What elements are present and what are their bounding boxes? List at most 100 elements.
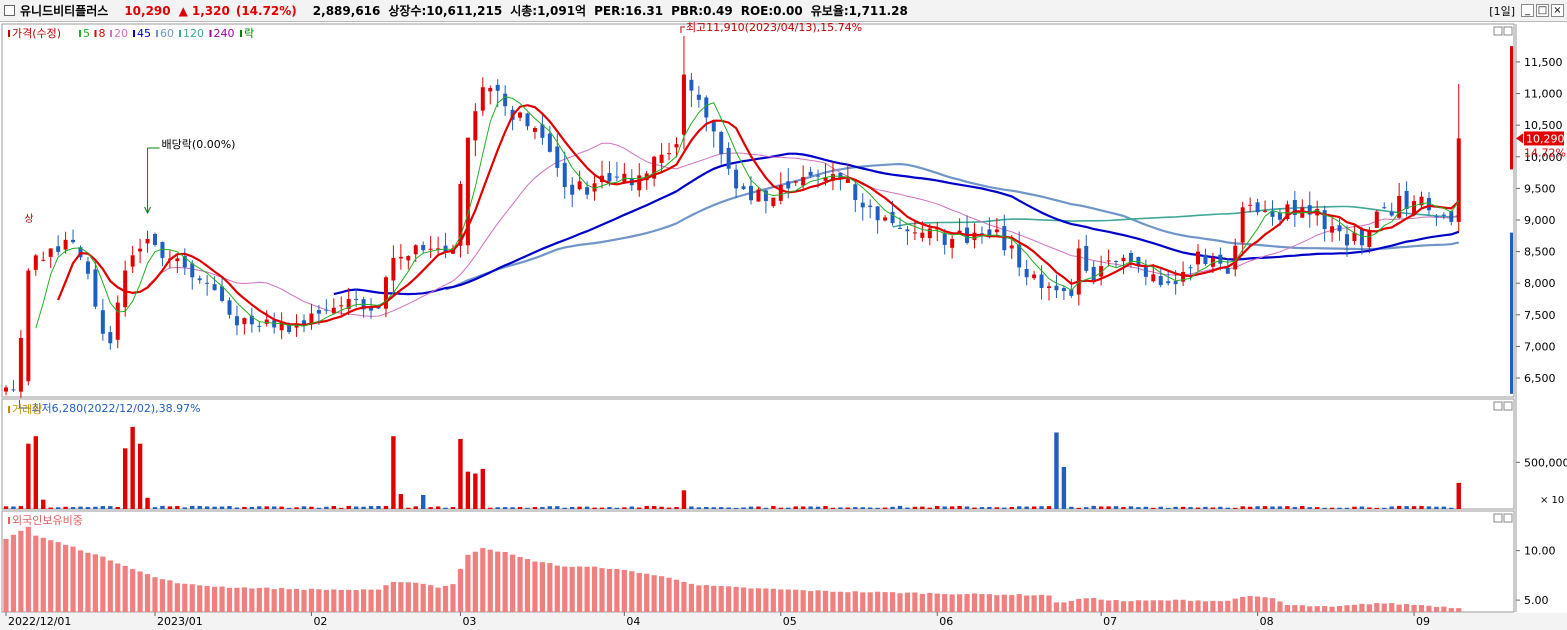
foreign-bar <box>167 580 173 612</box>
candle-body <box>547 133 552 152</box>
reserve-ratio: 유보율:1,711.28 <box>810 4 908 18</box>
period-selector[interactable]: [1일] <box>1489 4 1515 18</box>
foreign-bar <box>1053 602 1060 612</box>
foreign-bar <box>457 568 464 612</box>
price-panel-restore-button <box>1493 26 1503 36</box>
volume-bar <box>361 506 366 509</box>
candle-body <box>1382 207 1387 209</box>
volume-bar <box>942 506 947 509</box>
volume-bar <box>592 507 597 509</box>
dividend-marker <box>144 147 160 215</box>
volume-bar <box>137 443 143 509</box>
volume-bar <box>741 507 746 509</box>
volume-bar <box>882 507 888 509</box>
volume-bar <box>93 506 98 509</box>
foreign-tick-label: 5.00 <box>1524 594 1549 607</box>
volume-bar <box>540 507 545 509</box>
candle-body <box>1166 281 1171 284</box>
select-checkbox[interactable] <box>4 5 15 16</box>
foreign-bar <box>18 530 24 612</box>
restore-button[interactable]: □ <box>1536 4 1549 17</box>
candle-body <box>808 171 813 176</box>
volume-bar <box>301 506 307 509</box>
foreign-bar <box>1322 606 1328 612</box>
foreign-bar <box>919 593 925 612</box>
foreign-bar <box>539 562 545 612</box>
legend-item: 60 <box>160 27 174 40</box>
stock-name[interactable]: 유니드비티플러스 <box>20 4 109 18</box>
candle-body <box>257 325 262 327</box>
foreign-bar <box>1441 606 1447 612</box>
candle-body <box>175 258 180 262</box>
candle-body <box>1114 261 1119 263</box>
volume-bar <box>771 505 776 509</box>
candle-body <box>667 153 672 155</box>
volume-bar <box>1449 507 1454 509</box>
candle-body <box>994 229 999 233</box>
legend-marker <box>179 30 181 37</box>
x-axis-strip <box>0 613 1567 630</box>
foreign-bar <box>1433 606 1439 612</box>
volume-bar <box>957 505 962 509</box>
candle-body <box>398 256 403 259</box>
close-button[interactable]: × <box>1551 4 1564 17</box>
candle-body <box>302 320 306 325</box>
foreign-bar <box>852 591 858 612</box>
candle-body <box>391 257 396 281</box>
foreign-bar <box>100 556 106 612</box>
volume-bar <box>1240 506 1245 509</box>
candle-body <box>950 238 955 248</box>
foreign-bar <box>1456 608 1462 612</box>
legend-item: 8 <box>99 27 106 40</box>
current-price: 10,290 <box>124 3 171 18</box>
foreign-bar <box>1411 605 1417 612</box>
minimize-button[interactable]: _ <box>1521 4 1534 17</box>
foreign-bar <box>107 560 113 612</box>
candle-body <box>786 181 791 189</box>
volume-bar <box>1315 507 1320 509</box>
candle-body <box>585 187 590 195</box>
change-percent: (14.72%) <box>235 3 297 18</box>
candle-body <box>48 248 53 257</box>
foreign-bar <box>659 576 665 612</box>
candle-body <box>577 181 582 190</box>
foreign-bar <box>1068 601 1074 612</box>
volume-bar <box>413 506 418 509</box>
foreign-panel-restore-button <box>1493 513 1503 523</box>
candle-body <box>242 318 247 325</box>
volume-bar <box>562 507 567 509</box>
foreign-bar <box>696 585 702 612</box>
foreign-bar <box>606 568 613 612</box>
candle-body <box>1069 289 1074 296</box>
candle-body <box>1352 232 1357 242</box>
candle-body <box>160 242 165 258</box>
foreign-bar <box>1143 600 1149 612</box>
foreign-bar <box>390 581 396 612</box>
foreign-bar <box>510 554 516 612</box>
foreign-bar <box>942 594 948 612</box>
volume-bar <box>1456 482 1461 509</box>
volume-bar <box>711 507 716 509</box>
foreign-bar <box>1195 600 1201 612</box>
foreign-bar <box>1255 596 1261 612</box>
volume-bar <box>1419 505 1424 509</box>
candle-body <box>1292 199 1297 216</box>
foreign-bar <box>1024 595 1030 612</box>
volume-bar <box>1389 506 1394 509</box>
roe-value: ROE:0.00 <box>740 3 803 18</box>
volume-bar <box>160 505 165 509</box>
volume-bar <box>1151 507 1156 509</box>
volume-bar <box>249 506 255 509</box>
volume-bar <box>972 507 977 509</box>
candle-body <box>85 261 90 274</box>
volume-bar <box>70 507 76 509</box>
volume-bar <box>949 506 955 509</box>
candle-body <box>4 387 8 392</box>
volume-bar <box>1210 507 1216 509</box>
volume-bar <box>458 439 463 509</box>
legend-item: 20 <box>114 27 128 40</box>
candle-body <box>659 154 664 163</box>
candle-body <box>711 120 716 132</box>
legend-marker <box>156 30 158 37</box>
candle-body <box>898 227 902 229</box>
